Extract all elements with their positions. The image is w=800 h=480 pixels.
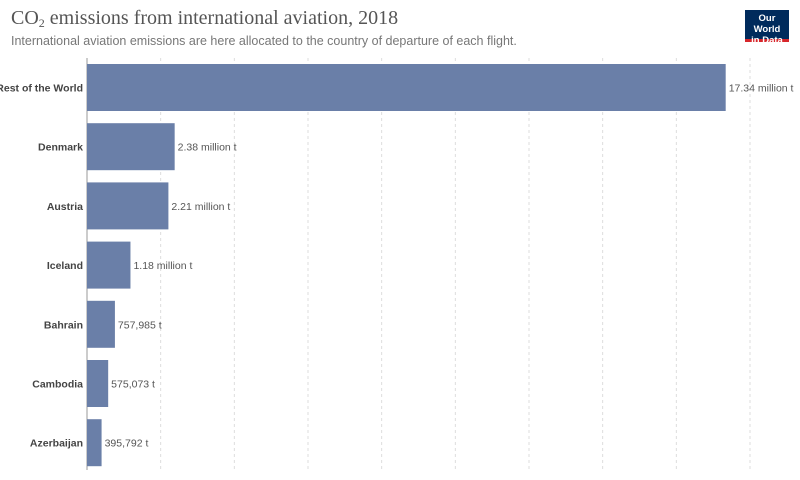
grid-lines bbox=[86, 58, 751, 470]
data-label: 575,073 t bbox=[111, 379, 155, 391]
category-label: Iceland bbox=[47, 260, 83, 272]
category-label: Azerbaijan bbox=[30, 438, 83, 450]
data-label: 757,985 t bbox=[118, 319, 162, 331]
chart-subtitle: International aviation emissions are her… bbox=[11, 34, 517, 48]
category-label: Austria bbox=[47, 201, 83, 213]
data-label: 395,792 t bbox=[105, 438, 149, 450]
logo-line-2: in Data bbox=[751, 35, 783, 46]
labels: Rest of the World 17.34 million t Denmark 2… bbox=[0, 83, 794, 450]
data-label: 2.38 million t bbox=[178, 142, 237, 154]
logo-line-1: Our World bbox=[753, 13, 781, 35]
bar[interactable] bbox=[87, 419, 102, 467]
chart-title: CO2 emissions from international aviatio… bbox=[11, 7, 399, 30]
our-world-in-data-logo[interactable]: Our World in Data bbox=[745, 10, 789, 46]
data-label: 17.34 million t bbox=[729, 83, 794, 95]
bar[interactable] bbox=[87, 360, 109, 407]
bar[interactable] bbox=[87, 182, 169, 230]
category-label: Rest of the World bbox=[0, 83, 83, 95]
bar[interactable] bbox=[87, 123, 175, 171]
data-label: 2.21 million t bbox=[171, 201, 230, 213]
bar[interactable] bbox=[87, 241, 131, 289]
category-label: Cambodia bbox=[32, 379, 83, 391]
category-label: Bahrain bbox=[44, 319, 83, 331]
bar[interactable] bbox=[87, 64, 726, 111]
data-label: 1.18 million t bbox=[133, 260, 192, 272]
category-label: Denmark bbox=[38, 142, 83, 154]
bar[interactable] bbox=[87, 300, 115, 348]
bars bbox=[87, 64, 726, 467]
